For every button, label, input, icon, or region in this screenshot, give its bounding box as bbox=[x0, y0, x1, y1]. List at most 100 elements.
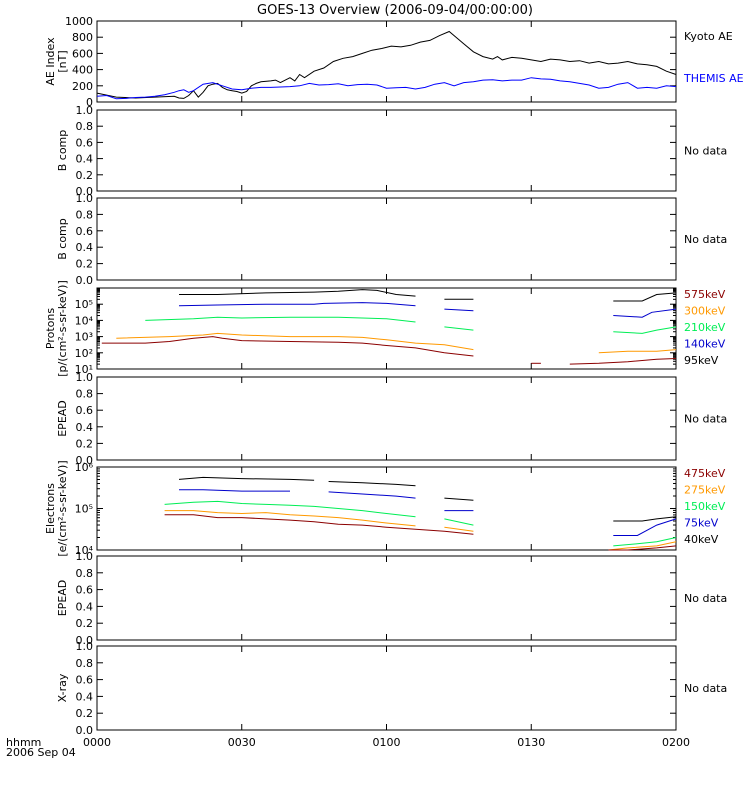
x-row-label: hhmm bbox=[6, 736, 41, 749]
series-line bbox=[164, 500, 416, 518]
y-tick-label: 10⁴ bbox=[75, 314, 94, 327]
series-line bbox=[116, 332, 474, 351]
panel-frame bbox=[96, 109, 677, 192]
y-tick-label: 10¹ bbox=[75, 363, 93, 376]
series-line bbox=[179, 289, 416, 297]
y-axis-label: Electrons bbox=[44, 483, 57, 534]
y-tick-label: 0.6 bbox=[76, 404, 94, 417]
series-line bbox=[179, 489, 290, 492]
y-axis-label: B comp bbox=[56, 130, 69, 172]
panel-frame bbox=[96, 555, 677, 641]
series-line bbox=[96, 30, 677, 99]
legend-label: 300keV bbox=[684, 305, 726, 318]
y-tick-label: 0.6 bbox=[76, 225, 94, 238]
legend-label: 95keV bbox=[684, 354, 719, 367]
y-tick-label: 10⁵ bbox=[75, 503, 93, 516]
x-tick-label: 0130 bbox=[517, 736, 545, 749]
y-tick-label: 0.8 bbox=[76, 388, 94, 401]
y-tick-label: 0.2 bbox=[76, 617, 94, 630]
series-line bbox=[178, 302, 416, 307]
no-data-label: No data bbox=[684, 413, 727, 426]
legend-label: 150keV bbox=[684, 500, 726, 513]
y-axis-label: Protons bbox=[44, 308, 57, 349]
y-tick-label: 10³ bbox=[75, 331, 93, 344]
y-axis-label: B comp bbox=[56, 218, 69, 260]
y-tick-label: 0 bbox=[86, 96, 93, 109]
no-data-label: No data bbox=[684, 233, 727, 246]
series-line bbox=[598, 349, 677, 354]
legend-label: Kyoto AE bbox=[684, 30, 733, 43]
series-line bbox=[328, 481, 416, 487]
series-line bbox=[444, 308, 474, 312]
y-tick-label: 10⁶ bbox=[75, 461, 94, 474]
y-axis-label: X-ray bbox=[56, 673, 69, 702]
legend-label: 140keV bbox=[684, 338, 726, 351]
series-line bbox=[613, 516, 677, 522]
y-tick-label: 0.8 bbox=[76, 208, 94, 221]
y-tick-label: 1.0 bbox=[76, 550, 94, 563]
y-tick-label: 0.0 bbox=[76, 634, 94, 647]
no-data-label: No data bbox=[684, 592, 727, 605]
legend-label: 75keV bbox=[684, 517, 719, 530]
y-tick-label: 0.8 bbox=[76, 120, 94, 133]
panel-frame bbox=[96, 645, 677, 731]
y-tick-label: 0.0 bbox=[76, 454, 94, 467]
panel-epead2: 0.0 0.2 0.4 0.6 0.8 1.0 EPEAD No data bbox=[56, 550, 727, 647]
series-line bbox=[608, 545, 677, 551]
y-tick-label: 0.2 bbox=[76, 437, 94, 450]
y-tick-label: 0.4 bbox=[76, 241, 94, 254]
panel-frame bbox=[96, 197, 677, 281]
y-tick-label: 10⁴ bbox=[75, 544, 94, 557]
panel-epead1: 0.0 0.2 0.4 0.6 0.8 1.0 EPEAD No data bbox=[56, 371, 727, 467]
series-line bbox=[444, 497, 474, 501]
series-line bbox=[613, 308, 677, 318]
series-line bbox=[444, 326, 474, 331]
legend-label: 575keV bbox=[684, 288, 726, 301]
y-tick-label: 0.4 bbox=[76, 600, 94, 613]
panel-electrons: 10⁴ 10⁵ 10⁶ Electrons [e/(cm²-s-sr-keV)] 475k… bbox=[44, 460, 726, 557]
panel-frame bbox=[96, 287, 677, 370]
y-tick-label: 1.0 bbox=[76, 371, 94, 384]
series-line bbox=[613, 326, 677, 334]
y-tick-label: 1.0 bbox=[76, 104, 94, 117]
y-tick-label: 0.8 bbox=[76, 657, 94, 670]
y-tick-label: 0.2 bbox=[76, 169, 94, 182]
y-axis-label: AE Index bbox=[44, 37, 57, 86]
legend-label: 210keV bbox=[684, 321, 726, 334]
y-tick-label: 0.0 bbox=[76, 274, 94, 287]
legend-label: 275keV bbox=[684, 484, 726, 497]
y-tick-label: 10² bbox=[75, 347, 93, 360]
panel-bcomp1: 0.0 0.2 0.4 0.6 0.8 1.0 B comp No data bbox=[56, 104, 727, 198]
panel-ae: 0 200 400 600 800 1000 AE Index [nT] Kyoto AE THE… bbox=[44, 15, 744, 109]
series-line bbox=[613, 292, 677, 302]
y-tick-label: 0.6 bbox=[76, 584, 94, 597]
y-tick-label: 1.0 bbox=[76, 192, 94, 205]
y-tick-label: 0.8 bbox=[76, 567, 94, 580]
y-tick-label: 0.6 bbox=[76, 136, 94, 149]
series-line bbox=[164, 514, 474, 535]
x-row-label: 2006 Sep 04 bbox=[6, 746, 76, 759]
panel-bcomp2: 0.0 0.2 0.4 0.6 0.8 1.0 B comp No data bbox=[56, 192, 727, 287]
y-tick-label: 0.2 bbox=[76, 258, 94, 271]
y-tick-label: 0.6 bbox=[76, 674, 94, 687]
series-line bbox=[613, 537, 677, 547]
series-line bbox=[96, 77, 677, 100]
panel-xray: 0.0 0.2 0.4 0.6 0.8 1.0 X-ray No data bbox=[56, 640, 727, 737]
x-tick-label: 0100 bbox=[373, 736, 401, 749]
x-tick-label: 0030 bbox=[228, 736, 256, 749]
series-line bbox=[164, 510, 416, 527]
legend-label: THEMIS AE bbox=[683, 72, 744, 85]
y-axis-label: [nT] bbox=[56, 50, 69, 72]
y-tick-label: 600 bbox=[72, 47, 93, 60]
y-tick-label: 0.4 bbox=[76, 690, 94, 703]
y-tick-label: 800 bbox=[72, 31, 93, 44]
y-tick-label: 1000 bbox=[65, 15, 93, 28]
plot-title: GOES-13 Overview (2006-09-04/00:00:00) bbox=[257, 3, 533, 18]
x-tick-label: 0200 bbox=[662, 736, 690, 749]
y-axis-label: [p/(cm²-s-sr-keV)] bbox=[56, 280, 69, 377]
no-data-label: No data bbox=[684, 682, 727, 695]
series-line bbox=[444, 518, 474, 526]
legend-label: 475keV bbox=[684, 467, 726, 480]
